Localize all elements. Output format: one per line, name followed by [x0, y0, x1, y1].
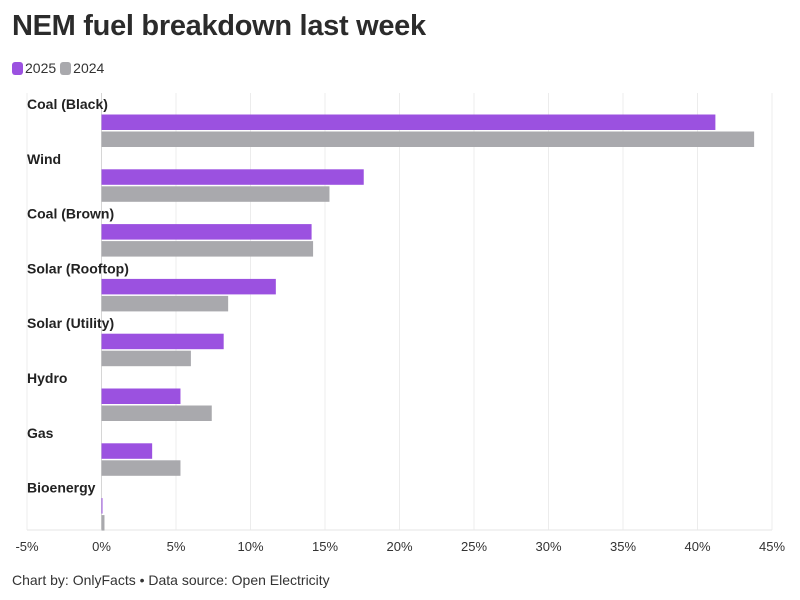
bar-2024 [101, 186, 330, 202]
category-label: Solar (Rooftop) [27, 260, 129, 276]
x-tick-label: 5% [167, 539, 186, 554]
bar-2024 [101, 241, 314, 257]
x-tick-label: 15% [312, 539, 338, 554]
bar-2025 [101, 333, 224, 350]
x-tick-label: 25% [461, 539, 487, 554]
category-label: Wind [27, 151, 61, 167]
bar-2025 [101, 169, 364, 185]
x-tick-label: 0% [92, 539, 111, 554]
x-tick-label: 10% [237, 539, 263, 554]
bar-2025 [101, 114, 716, 130]
bar-2024 [101, 350, 191, 367]
x-tick-label: 20% [386, 539, 412, 554]
bar-2025 [101, 498, 103, 514]
bar-2024 [101, 515, 105, 531]
legend: 2025 2024 [12, 60, 108, 76]
bar-2024 [101, 131, 755, 147]
bar-2025 [101, 443, 153, 459]
category-label: Coal (Black) [27, 96, 108, 112]
legend-label-2025: 2025 [25, 60, 57, 76]
chart-title: NEM fuel breakdown last week [12, 10, 426, 42]
bar-2024 [101, 295, 229, 312]
bar-2024 [101, 460, 181, 476]
bar-2025 [101, 388, 181, 404]
bar-2025 [101, 278, 276, 295]
x-tick-label: 45% [759, 539, 785, 554]
legend-swatch-2024 [60, 61, 72, 75]
category-label: Solar (Utility) [27, 315, 114, 331]
legend-item-2025: 2025 [12, 60, 56, 76]
bar-2025 [101, 224, 312, 240]
x-tick-label: 35% [610, 539, 636, 554]
chart-footer: Chart by: OnlyFacts • Data source: Open … [12, 572, 330, 588]
bar-chart: -5% 0% 5% 10% 15% 20% 25% 30% 35% 40% 45% Coal (Bla… [15, 93, 785, 554]
x-tick-label: -5% [15, 539, 39, 554]
legend-swatch-2025 [12, 61, 23, 75]
bar-2024 [101, 405, 212, 421]
x-tick-label: 40% [684, 539, 710, 554]
legend-label-2024: 2024 [73, 60, 105, 76]
legend-item-2024: 2024 [60, 60, 104, 76]
category-label: Coal (Brown) [27, 206, 114, 222]
category-label: Hydro [27, 370, 67, 386]
category-label: Gas [27, 425, 54, 441]
category-label: Bioenergy [27, 480, 96, 496]
x-tick-label: 30% [535, 539, 561, 554]
